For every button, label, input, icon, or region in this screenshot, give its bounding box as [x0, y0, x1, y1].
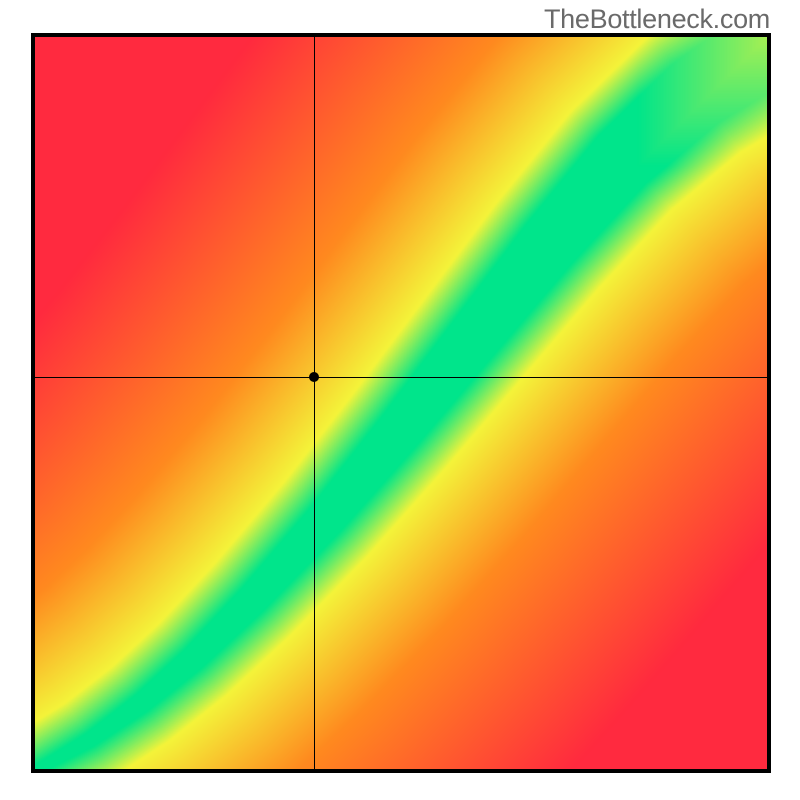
plot-area — [31, 33, 771, 773]
crosshair-horizontal — [31, 377, 771, 378]
selection-marker — [309, 372, 319, 382]
watermark-text: TheBottleneck.com — [544, 4, 770, 35]
crosshair-vertical — [314, 33, 315, 773]
heatmap-canvas — [31, 33, 771, 773]
bottleneck-chart: TheBottleneck.com — [0, 0, 800, 800]
